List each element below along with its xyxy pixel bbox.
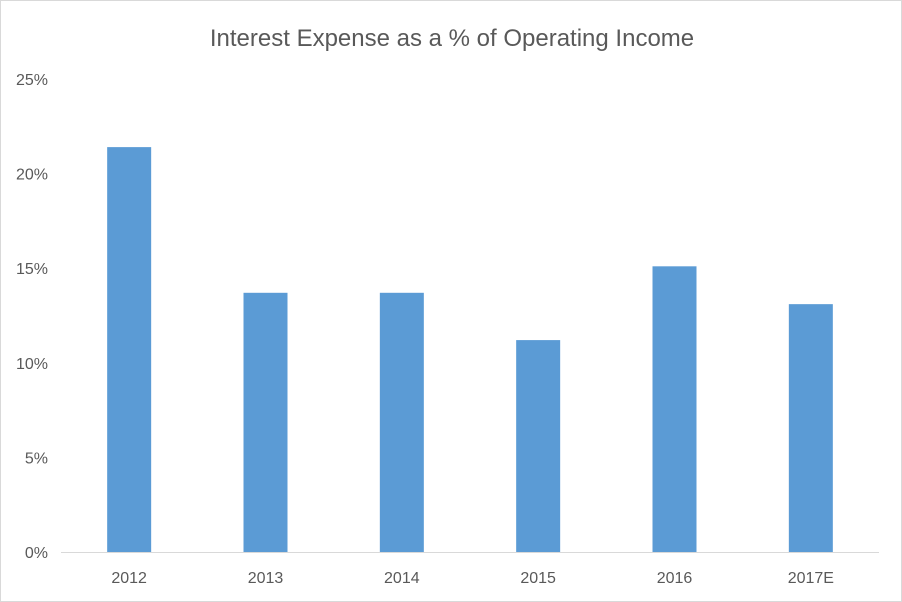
x-tick-label: 2014 [384, 570, 420, 587]
bars [107, 147, 833, 552]
x-tick-label: 2016 [657, 570, 693, 587]
y-tick-label: 0% [25, 545, 48, 562]
y-tick-label: 10% [16, 356, 48, 373]
bar-2014 [379, 292, 424, 552]
x-axis-tick-labels: 2012 2013 2014 2015 2016 2017E [111, 570, 834, 587]
y-axis-tick-labels: 0% 5% 10% 15% 20% 25% [16, 72, 48, 562]
x-tick-label: 2012 [111, 570, 147, 587]
y-tick-label: 5% [25, 450, 48, 467]
bar-2012 [107, 147, 152, 552]
bar-2013 [243, 292, 288, 552]
x-tick-label: 2015 [520, 570, 556, 587]
x-tick-label: 2017E [788, 570, 834, 587]
bar-2015 [516, 340, 561, 552]
x-tick-label: 2013 [248, 570, 284, 587]
bar-2016 [652, 266, 697, 552]
y-tick-label: 20% [16, 167, 48, 184]
bar-2017E [788, 304, 833, 552]
y-tick-label: 15% [16, 261, 48, 278]
y-tick-label: 25% [16, 72, 48, 89]
chart-title: Interest Expense as a % of Operating Inc… [210, 25, 694, 52]
